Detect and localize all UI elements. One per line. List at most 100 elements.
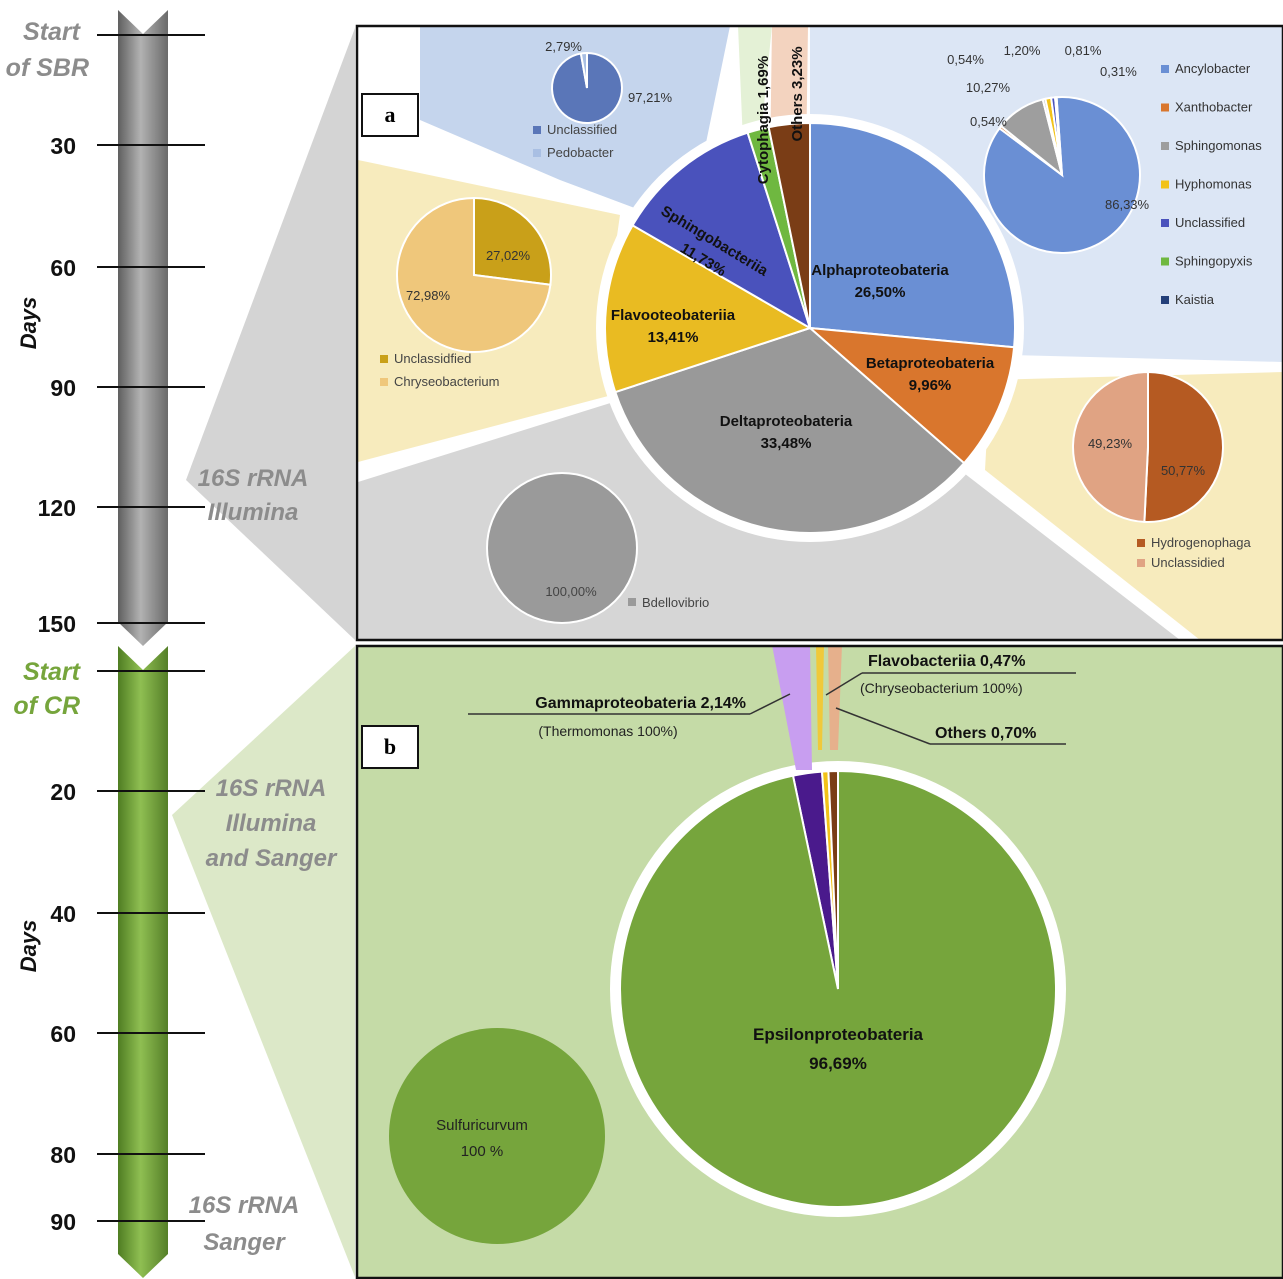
legend-alpha-label-sphingomonas: Sphingomonas	[1175, 138, 1262, 153]
main-a-label-name-flavooteobateriia: Flavooteobateriia	[611, 307, 736, 324]
legend-beta-swatch-hydrogenophaga	[1137, 539, 1145, 547]
main-pie-a-slice-sphingobacteriia	[631, 131, 812, 331]
cr-tick-40-label: 40	[50, 901, 76, 927]
main-a-label-alphaproteobateria: Alphaproteobateria 26,50%	[811, 262, 949, 301]
cr-arrow	[118, 646, 168, 1278]
main-b-genus-gamma: (Thermomonas 100%)	[538, 723, 677, 739]
sub-pie-flavooteobateriia-slice-unclassidfied	[473, 196, 552, 286]
exploded-b-slice-gammaproteobateria	[772, 646, 812, 770]
svg-text:b: b	[384, 734, 396, 759]
sub-alpha-label-3: 0,54%	[947, 52, 984, 67]
panel-a: Alphaproteobateria 26,50% Betaproteobateri…	[358, 26, 1283, 640]
cr-tick-60-label: 60	[50, 1021, 76, 1047]
main-b-label-gamma: Gammaproteobateria 2,14%	[535, 695, 746, 712]
main-a-label-name-alphaproteobateria: Alphaproteobateria	[811, 262, 949, 279]
sub-beta-label-unclassidied: 49,23%	[1088, 436, 1133, 451]
legend-flavo-swatch-chryseobacterium	[380, 378, 388, 386]
cr-tick-20-label: 20	[50, 779, 76, 805]
legend-alpha-swatch-unclassified	[1161, 219, 1169, 227]
main-a-label-value-deltaproteobateria: 33,48%	[761, 435, 812, 452]
main-pie-b-slice-epsilonproteobateria	[619, 769, 1057, 1208]
sub-beta-label-hydrogenophaga: 50,77%	[1161, 463, 1206, 478]
leader-others	[835, 707, 931, 745]
main-a-label-value-alphaproteobateria: 26,50%	[855, 284, 906, 301]
sub-alpha-label-0: 86,33%	[1105, 197, 1150, 212]
panel-b: Epsilonproteobateria 96,69% Gammaproteobat…	[358, 646, 1283, 1279]
legend-beta-label-hydrogenophaga: Hydrogenophaga	[1151, 535, 1252, 550]
main-pie-a-slice-flavooteobateriia	[604, 223, 813, 394]
method-1-line1: 16S rRNA	[198, 465, 309, 492]
method-3-line1: 16S rRNA	[189, 1192, 300, 1219]
sbr-tick-150-label: 150	[38, 611, 76, 637]
sub-pie-alphaproteobateria-slice-sphingopyxis	[1053, 96, 1063, 176]
method-2-line3: and Sanger	[206, 845, 338, 872]
main-pie-a-slice-deltaproteobateria	[614, 326, 966, 534]
legend-alpha-label-xanthobacter: Xanthobacter	[1175, 100, 1253, 115]
legend-alpha-label-hyphomonas: Hyphomonas	[1175, 177, 1252, 192]
panel-b-label: b	[361, 725, 419, 769]
main-a-label-value-flavooteobateriia: 13,41%	[648, 329, 699, 346]
main-a-label-value-betaproteobateria: 9,96%	[909, 377, 952, 394]
main-b-label-others: Others 0,70%	[935, 725, 1036, 742]
leader-gamma	[749, 693, 791, 715]
legend-alpha-label-unclassified: Unclassified	[1175, 215, 1245, 230]
sub-pie-betaproteobateria-slice-hydrogenophaga	[1143, 370, 1224, 523]
sub-alpha-label-1: 0,54%	[970, 114, 1007, 129]
main-pie-a-slice-betaproteobateria	[807, 326, 1016, 465]
main-b-genus-flavo: (Chryseobacterium 100%)	[860, 680, 1023, 696]
sbr-arrow	[118, 10, 168, 646]
sub-delta-label-bdellovibrio: 100,00%	[545, 584, 597, 599]
main-a-label-name-deltaproteobateria: Deltaproteobateria	[720, 413, 853, 430]
cr-axis-label: Days	[16, 920, 41, 973]
legend-alpha-swatch-sphingopyxis	[1161, 257, 1169, 266]
sbr-tick-90-label: 90	[50, 375, 76, 401]
main-a-label-flavooteobateriia: Flavooteobateriia 13,41%	[611, 307, 736, 346]
cr-tick-90-label: 90	[50, 1209, 76, 1235]
legend-delta-label-bdellovibrio: Bdellovibrio	[642, 595, 709, 610]
main-a-label-text-others: Others 3,23%	[789, 46, 806, 141]
legend-flavo-swatch-unclassidfied	[380, 355, 388, 363]
legend-alpha-label-ancylobacter: Ancylobacter	[1175, 61, 1251, 76]
legend-delta-swatch-bdellovibrio	[628, 598, 636, 606]
sub-pie-betaproteobateria-slice-unclassidied	[1072, 370, 1149, 523]
sub-flavo-label-chryseobacterium: 72,98%	[406, 288, 451, 303]
sub-pie-flavooteobateriia-slice-chryseobacterium	[396, 196, 552, 353]
main-a-label-text-cytophagia: Cytophagia 1,69%	[755, 56, 772, 184]
sub-alpha-label-6: 0,31%	[1100, 64, 1137, 79]
connector-a	[186, 28, 355, 640]
main-a-label-name-betaproteobateria: Betaproteobateria	[866, 355, 995, 372]
sbr-tick-120-label: 120	[38, 495, 76, 521]
method-1-line2: Illumina	[208, 499, 299, 526]
method-2-line1: 16S rRNA	[216, 775, 327, 802]
leader-flavo	[825, 672, 863, 696]
main-b-label-name-epsilon: Epsilonproteobateria	[753, 1025, 924, 1044]
legend-flavo-label-unclassidfied: Unclassidfied	[394, 351, 471, 366]
main-a-label-others: Others 3,23%	[789, 46, 806, 141]
exploded-b-slice-flavobacteriia	[816, 646, 824, 750]
legend-alpha-swatch-xanthobacter	[1161, 103, 1169, 112]
connector-b	[172, 646, 355, 1277]
legend-beta-label-unclassidied: Unclassidied	[1151, 555, 1225, 570]
sub-alpha-label-5: 0,81%	[1065, 43, 1102, 58]
sub-flavo-label-unclassidfied: 27,02%	[486, 248, 531, 263]
legend-alpha-swatch-ancylobacter	[1161, 65, 1169, 73]
main-a-label-cytophagia: Cytophagia 1,69%	[755, 56, 772, 184]
legend-sphingo-swatch-unclassified	[533, 126, 541, 134]
sub-b-label-value-sulfuricurvum: 100 %	[461, 1143, 504, 1160]
main-pie-a-slice-others	[767, 121, 811, 329]
panel-a-label: a	[361, 93, 419, 137]
legend-sphingo-swatch-pedobacter	[533, 149, 541, 157]
legend-alpha-swatch-sphingomonas	[1161, 142, 1169, 150]
sub-b-label-name-sulfuricurvum: Sulfuricurvum	[436, 1117, 528, 1134]
main-b-label-flavo: Flavobacteriia 0,47%	[868, 653, 1025, 670]
sub-sphingo-label-unclassified: 97,21%	[628, 90, 673, 105]
method-2-line2: Illumina	[226, 810, 317, 837]
sub-alpha-label-2: 10,27%	[966, 80, 1011, 95]
sub-alpha-label-4: 1,20%	[1004, 43, 1041, 58]
legend-sphingo-label-unclassified: Unclassified	[547, 122, 617, 137]
sbr-tick-60-label: 60	[50, 255, 76, 281]
method-3-line2: Sanger	[203, 1229, 286, 1256]
main-a-label-betaproteobateria: Betaproteobateria 9,96%	[866, 355, 995, 394]
main-a-label-deltaproteobateria: Deltaproteobateria 33,48%	[720, 413, 853, 452]
